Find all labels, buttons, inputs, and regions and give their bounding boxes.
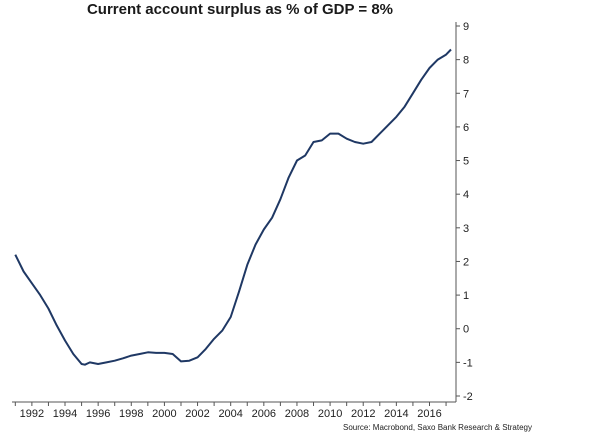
x-tick-label: 1992 [20, 408, 44, 420]
x-tick-label: 2008 [285, 408, 309, 420]
x-axis-ticks: 1992 1994 1996 1998 2000 2002 2004 2006 2008 2010… [14, 402, 447, 420]
y-tick-label: -2 [463, 391, 473, 403]
x-tick-label: 1996 [86, 408, 110, 420]
y-tick-label: 3 [463, 223, 469, 235]
x-tick-label: 2000 [152, 408, 176, 420]
source-note: Source: Macrobond, Saxo Bank Research & … [343, 423, 532, 432]
x-tick-label: 2004 [218, 408, 242, 420]
y-tick-label: 5 [463, 156, 469, 168]
x-tick-label: 2010 [318, 408, 342, 420]
y-axis-ticks: -2 -1 0 1 2 3 4 5 6 7 8 9 [456, 21, 473, 403]
y-tick-label: -1 [463, 357, 473, 369]
x-tick-label: 2006 [252, 408, 276, 420]
series-line [14, 48, 452, 366]
axes [12, 22, 457, 403]
y-tick-label: 2 [463, 256, 469, 268]
y-tick-label: 6 [463, 122, 469, 134]
x-tick-label: 2014 [384, 408, 408, 420]
x-tick-label: 1994 [53, 408, 77, 420]
x-tick-label: 2016 [417, 408, 441, 420]
y-tick-label: 0 [463, 324, 469, 336]
x-tick-label: 1998 [119, 408, 143, 420]
y-tick-label: 7 [463, 88, 469, 100]
y-tick-label: 8 [463, 55, 469, 67]
x-tick-label: 2002 [185, 408, 209, 420]
y-tick-label: 1 [463, 290, 469, 302]
chart-title: Current account surplus as % of GDP = 8% [87, 1, 393, 18]
y-tick-label: 9 [463, 21, 469, 33]
x-tick-label: 2012 [351, 408, 375, 420]
y-tick-label: 4 [463, 189, 469, 201]
series-layer [14, 48, 452, 366]
